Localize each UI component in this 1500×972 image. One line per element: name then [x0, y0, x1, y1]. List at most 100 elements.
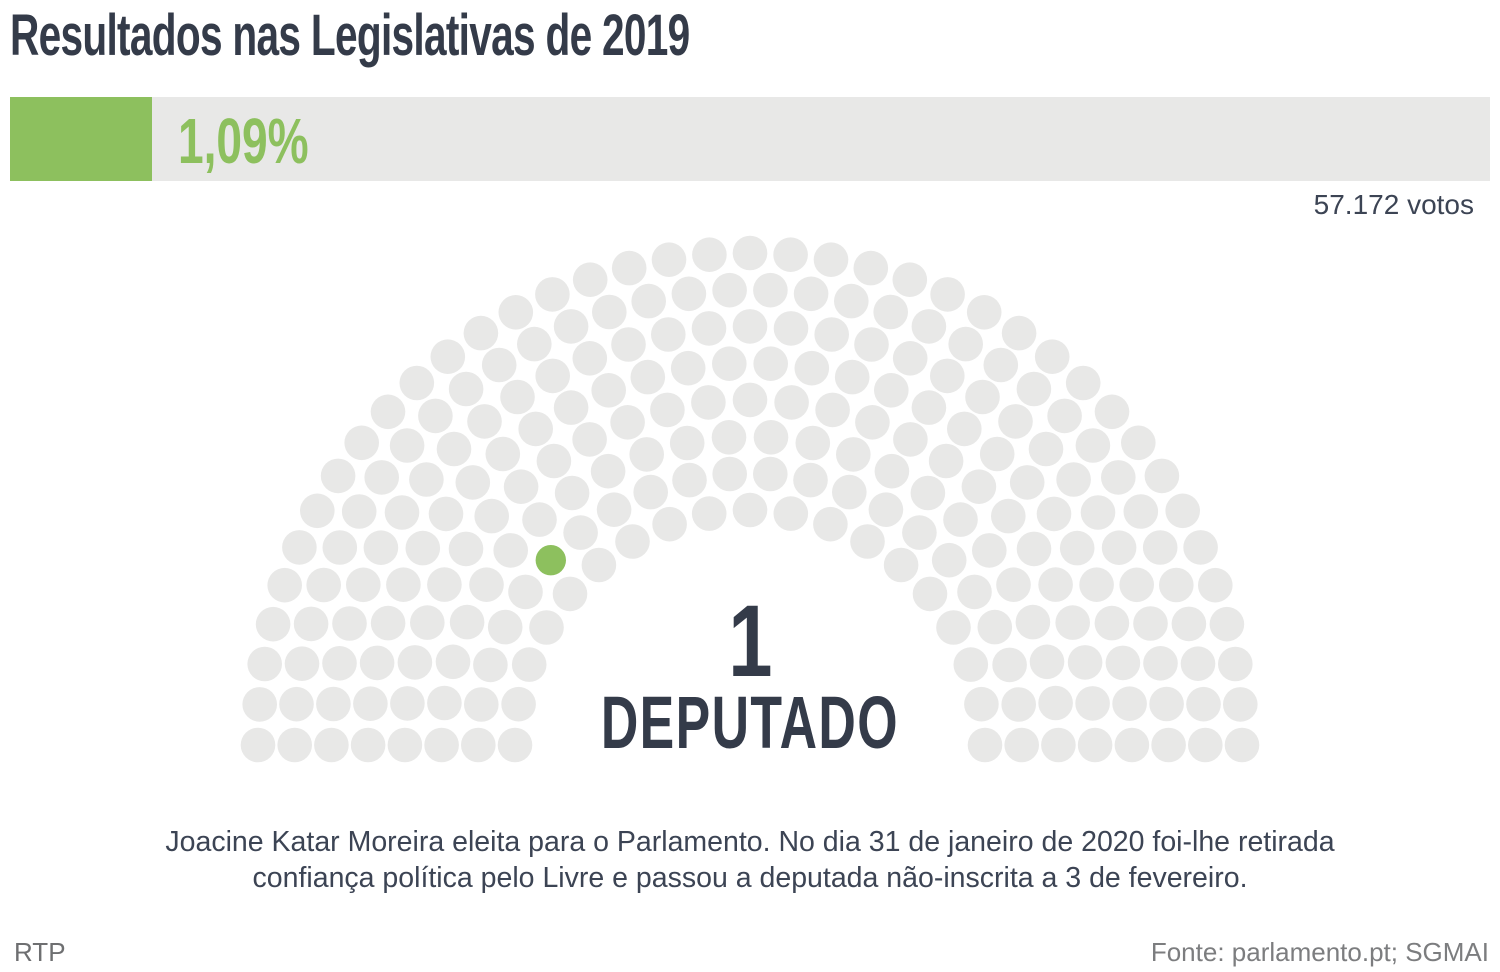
- seat-dot: [773, 311, 809, 346]
- votes-label: 57.172 votos: [1313, 189, 1474, 220]
- seat-dot: [436, 431, 472, 467]
- seat-dot: [389, 428, 425, 463]
- seat-dot: [282, 530, 317, 565]
- seat-dot: [1123, 494, 1159, 529]
- seat-dot: [590, 453, 626, 489]
- seat-dot: [868, 492, 904, 527]
- seat-dot: [854, 327, 889, 362]
- seat-dot: [795, 425, 831, 461]
- seat-dot: [1016, 371, 1052, 407]
- seat-dot: [572, 262, 608, 298]
- seat-dot: [384, 495, 420, 530]
- seat-dot: [1121, 425, 1156, 461]
- seat-dot: [430, 339, 466, 375]
- seat-dot: [418, 398, 453, 434]
- seat-dot: [961, 469, 997, 505]
- seat-dot: [911, 309, 947, 344]
- seat-dot: [596, 492, 632, 527]
- seat-dot: [572, 341, 608, 376]
- seat-dot: [774, 385, 809, 420]
- caption-line-2: confiança política pelo Livre e passou a…: [252, 862, 1248, 894]
- seat-dot: [965, 379, 1000, 415]
- seat-dot: [966, 295, 1002, 330]
- seat-dot: [948, 326, 983, 362]
- seat-dot: [1034, 339, 1070, 375]
- seat-dot: [503, 469, 539, 505]
- seat-dot: [672, 462, 707, 498]
- seat-dot: [535, 358, 570, 394]
- seat-dot: [652, 506, 687, 542]
- seat-dot: [485, 436, 521, 472]
- seat-dot: [712, 272, 747, 308]
- seat-dot: [522, 502, 557, 537]
- seat-dot: [692, 237, 727, 272]
- seat-dot: [591, 373, 626, 408]
- seat-dot: [341, 494, 377, 529]
- seat-dot: [732, 235, 768, 271]
- seat-dot: [793, 276, 829, 312]
- seat-dot: [615, 524, 650, 559]
- seat-dot: [1009, 465, 1045, 500]
- seat-dot: [448, 531, 484, 567]
- seat-dot: [651, 317, 686, 352]
- seat-dot: [873, 294, 908, 330]
- seat-dot: [691, 311, 727, 346]
- seat-dot: [1059, 530, 1095, 566]
- seat-dot: [712, 346, 747, 382]
- seat-dot: [481, 347, 517, 383]
- result-bar: 1,09%: [10, 97, 1490, 181]
- seat-dot: [853, 250, 889, 286]
- seat-dot: [814, 317, 849, 352]
- seat-dot: [630, 359, 666, 395]
- seat-dot: [535, 277, 570, 312]
- seat-dot: [883, 547, 919, 583]
- seat-dot: [611, 250, 647, 286]
- seat-dot: [1094, 394, 1130, 430]
- percent-label: 1,09%: [178, 105, 309, 177]
- seat-dot: [463, 315, 499, 351]
- seat-dot: [815, 392, 850, 428]
- seat-dot: [991, 498, 1026, 534]
- seat-dot: [943, 502, 978, 537]
- seat-dot: [405, 530, 441, 566]
- seat-dot: [793, 462, 828, 498]
- seat-dot: [910, 475, 946, 511]
- seat-dot: [773, 496, 809, 531]
- seat-dot: [493, 533, 528, 568]
- seat-dot: [813, 242, 849, 277]
- seat-dot: [892, 262, 928, 298]
- seat-dot: [691, 496, 727, 531]
- seat-dot: [893, 422, 928, 457]
- seat-dot: [773, 237, 808, 272]
- seat-dot: [928, 443, 964, 479]
- seat-dot: [370, 394, 406, 430]
- seat-dot: [813, 506, 848, 542]
- seat-dot: [631, 283, 666, 319]
- footer-brand: RTP: [14, 937, 66, 967]
- seat-dot: [344, 425, 380, 461]
- seat-dot: [1144, 458, 1180, 494]
- seat-dot: [753, 272, 788, 308]
- seat-dot: [592, 294, 627, 330]
- caption-line-1: Joacine Katar Moreira eleita para o Parl…: [165, 826, 1335, 858]
- seat-dot: [832, 474, 867, 510]
- seat-dot: [874, 373, 909, 408]
- seat-dot: [979, 436, 1015, 472]
- seat-dot: [930, 358, 965, 394]
- seat-dot: [553, 309, 589, 344]
- seat-dot: [1016, 531, 1052, 567]
- seat-count-number: 1: [727, 584, 773, 698]
- seat-dot: [553, 390, 589, 425]
- seat-dot: [669, 425, 705, 461]
- seat-dot: [753, 346, 788, 382]
- seat-dot: [1056, 462, 1091, 497]
- seat-dot: [855, 405, 890, 440]
- seat-dot: [610, 405, 645, 440]
- seat-dot: [322, 530, 358, 565]
- seat-dot: [448, 371, 484, 407]
- seat-dot: [517, 326, 552, 362]
- seat-dot: [670, 350, 706, 386]
- seat-dot: [711, 420, 747, 455]
- seat-dot: [972, 533, 1007, 568]
- seat-dot: [572, 422, 607, 457]
